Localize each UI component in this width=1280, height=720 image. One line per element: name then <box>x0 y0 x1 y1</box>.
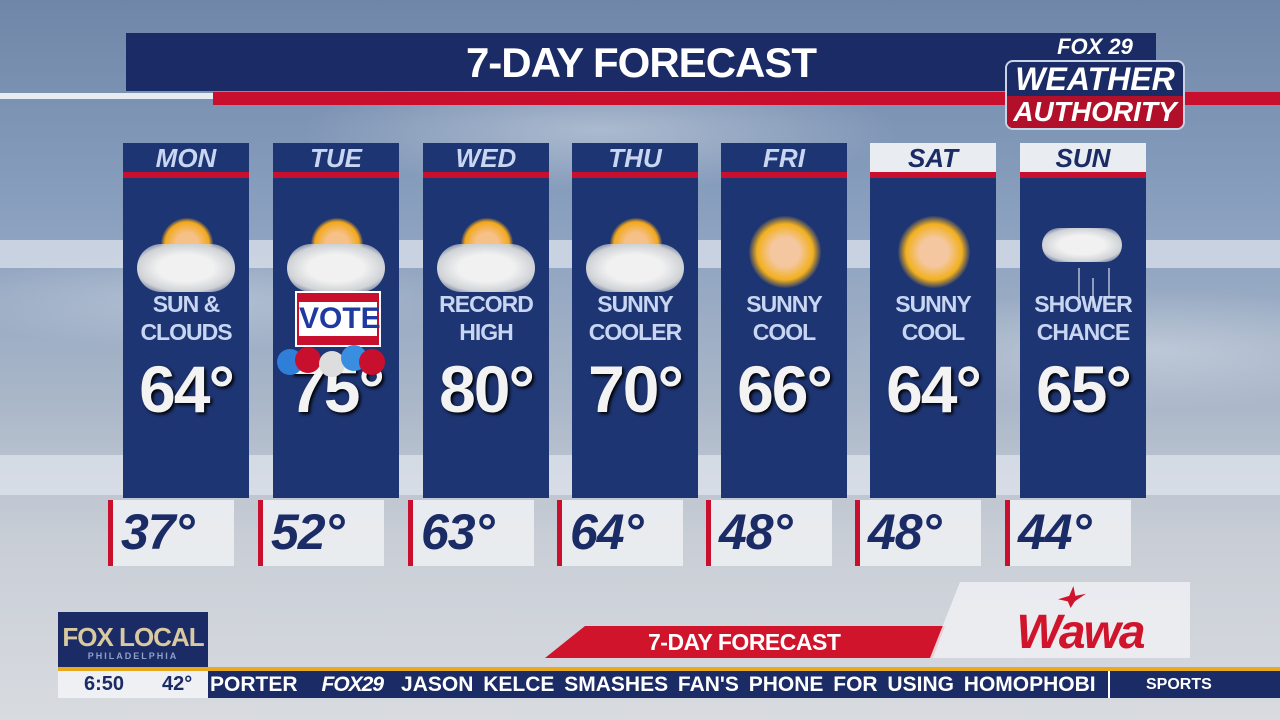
high-temp: 64° <box>139 352 235 426</box>
condition: SUNNY COOLER <box>588 291 682 345</box>
high-temp: 66° <box>737 352 833 426</box>
balloon-icon <box>295 347 321 373</box>
sun-and-clouds-icon <box>423 178 549 298</box>
day-label: THU <box>572 143 698 173</box>
day-label: TUE <box>273 143 399 173</box>
divider <box>123 172 249 178</box>
low-temp: 48° <box>855 500 981 566</box>
day-column: THU SUNNY COOLER 70° <box>572 143 698 498</box>
day-column: MON SUN & CLOUDS 64° <box>123 143 249 498</box>
high-temp: 65° <box>1036 352 1132 426</box>
time: 6:50 <box>84 673 125 695</box>
fox-local-logo: FOX LOCAL PHILADELPHIA <box>58 612 208 667</box>
logo-text: AUTHORITY <box>1007 96 1183 128</box>
current-temp: 42° <box>162 673 193 695</box>
balloon-icon <box>319 351 345 377</box>
condition: SUNNY COOL <box>746 291 823 345</box>
vote-text: VOTE <box>299 302 381 336</box>
divider <box>273 172 399 178</box>
ticker-lead: PORTER <box>210 673 298 696</box>
low-temp: 63° <box>408 500 534 566</box>
sun-and-clouds-icon <box>123 178 249 298</box>
day-column: SUN SHOWER CHANCE 65° <box>1020 143 1146 498</box>
condition: SUN & CLOUDS <box>140 291 232 345</box>
divider <box>423 172 549 178</box>
day-column: FRI SUNNY COOL 66° <box>721 143 847 498</box>
ticker-section: SPORTS <box>1108 671 1280 698</box>
weather-authority-logo: FOX 29 WEATHER AUTHORITY <box>1005 36 1185 132</box>
headline: JASON KELCE SMASHES FAN'S PHONE FOR USIN… <box>401 673 1096 696</box>
sun-and-clouds-icon <box>273 178 399 298</box>
low-temp: 52° <box>258 500 384 566</box>
fox29-logo: FOX29 <box>321 673 385 696</box>
divider <box>870 172 996 178</box>
day-label: FRI <box>721 143 847 173</box>
low-temp: 64° <box>557 500 683 566</box>
logo-text: WEATHER <box>1015 61 1175 97</box>
logo-subtext: PHILADELPHIA <box>87 651 179 661</box>
ticker-crawl: PORTER FOX29 JASON KELCE SMASHES FAN'S PHO… <box>210 671 1108 698</box>
high-temp: 64° <box>886 352 982 426</box>
low-temp: 48° <box>706 500 832 566</box>
day-label: SAT <box>870 143 996 173</box>
sun-and-clouds-icon <box>572 178 698 298</box>
shower-icon <box>1020 178 1146 308</box>
divider <box>1020 172 1146 178</box>
low-temp: 37° <box>108 500 234 566</box>
divider <box>572 172 698 178</box>
high-temp: 80° <box>439 352 535 426</box>
balloon-icon <box>359 349 385 375</box>
page-title: 7-DAY FORECAST <box>126 33 1156 91</box>
sponsor-name: Wawa <box>1016 606 1145 659</box>
divider <box>721 172 847 178</box>
vote-badge: VOTE <box>295 291 381 347</box>
condition: SHOWER CHANCE <box>1034 291 1133 345</box>
divider <box>0 93 213 99</box>
logo-text: FOX 29 <box>1057 34 1133 59</box>
sponsor-logo: Wawa <box>930 582 1190 658</box>
news-ticker: 6:50 42° PORTER FOX29 JASON KELCE SMASHES F… <box>58 667 1280 698</box>
low-temp: 44° <box>1005 500 1131 566</box>
goose-icon <box>1058 586 1086 608</box>
day-label: SUN <box>1020 143 1146 173</box>
condition: RECORD HIGH <box>439 291 534 345</box>
day-label: WED <box>423 143 549 173</box>
high-temp: 70° <box>588 352 684 426</box>
day-label: MON <box>123 143 249 173</box>
day-column: SAT SUNNY COOL 64° <box>870 143 996 498</box>
logo-text: FOX LOCAL <box>62 622 204 652</box>
sun-icon <box>721 178 847 298</box>
condition: SUNNY COOL <box>895 291 972 345</box>
lower-third-banner: 7-DAY FORECAST <box>545 626 945 658</box>
day-column: WED RECORD HIGH 80° <box>423 143 549 498</box>
day-column: TUE 75° VOTE <box>273 143 399 498</box>
sun-icon <box>870 178 996 298</box>
time-temp: 6:50 42° <box>58 671 208 698</box>
